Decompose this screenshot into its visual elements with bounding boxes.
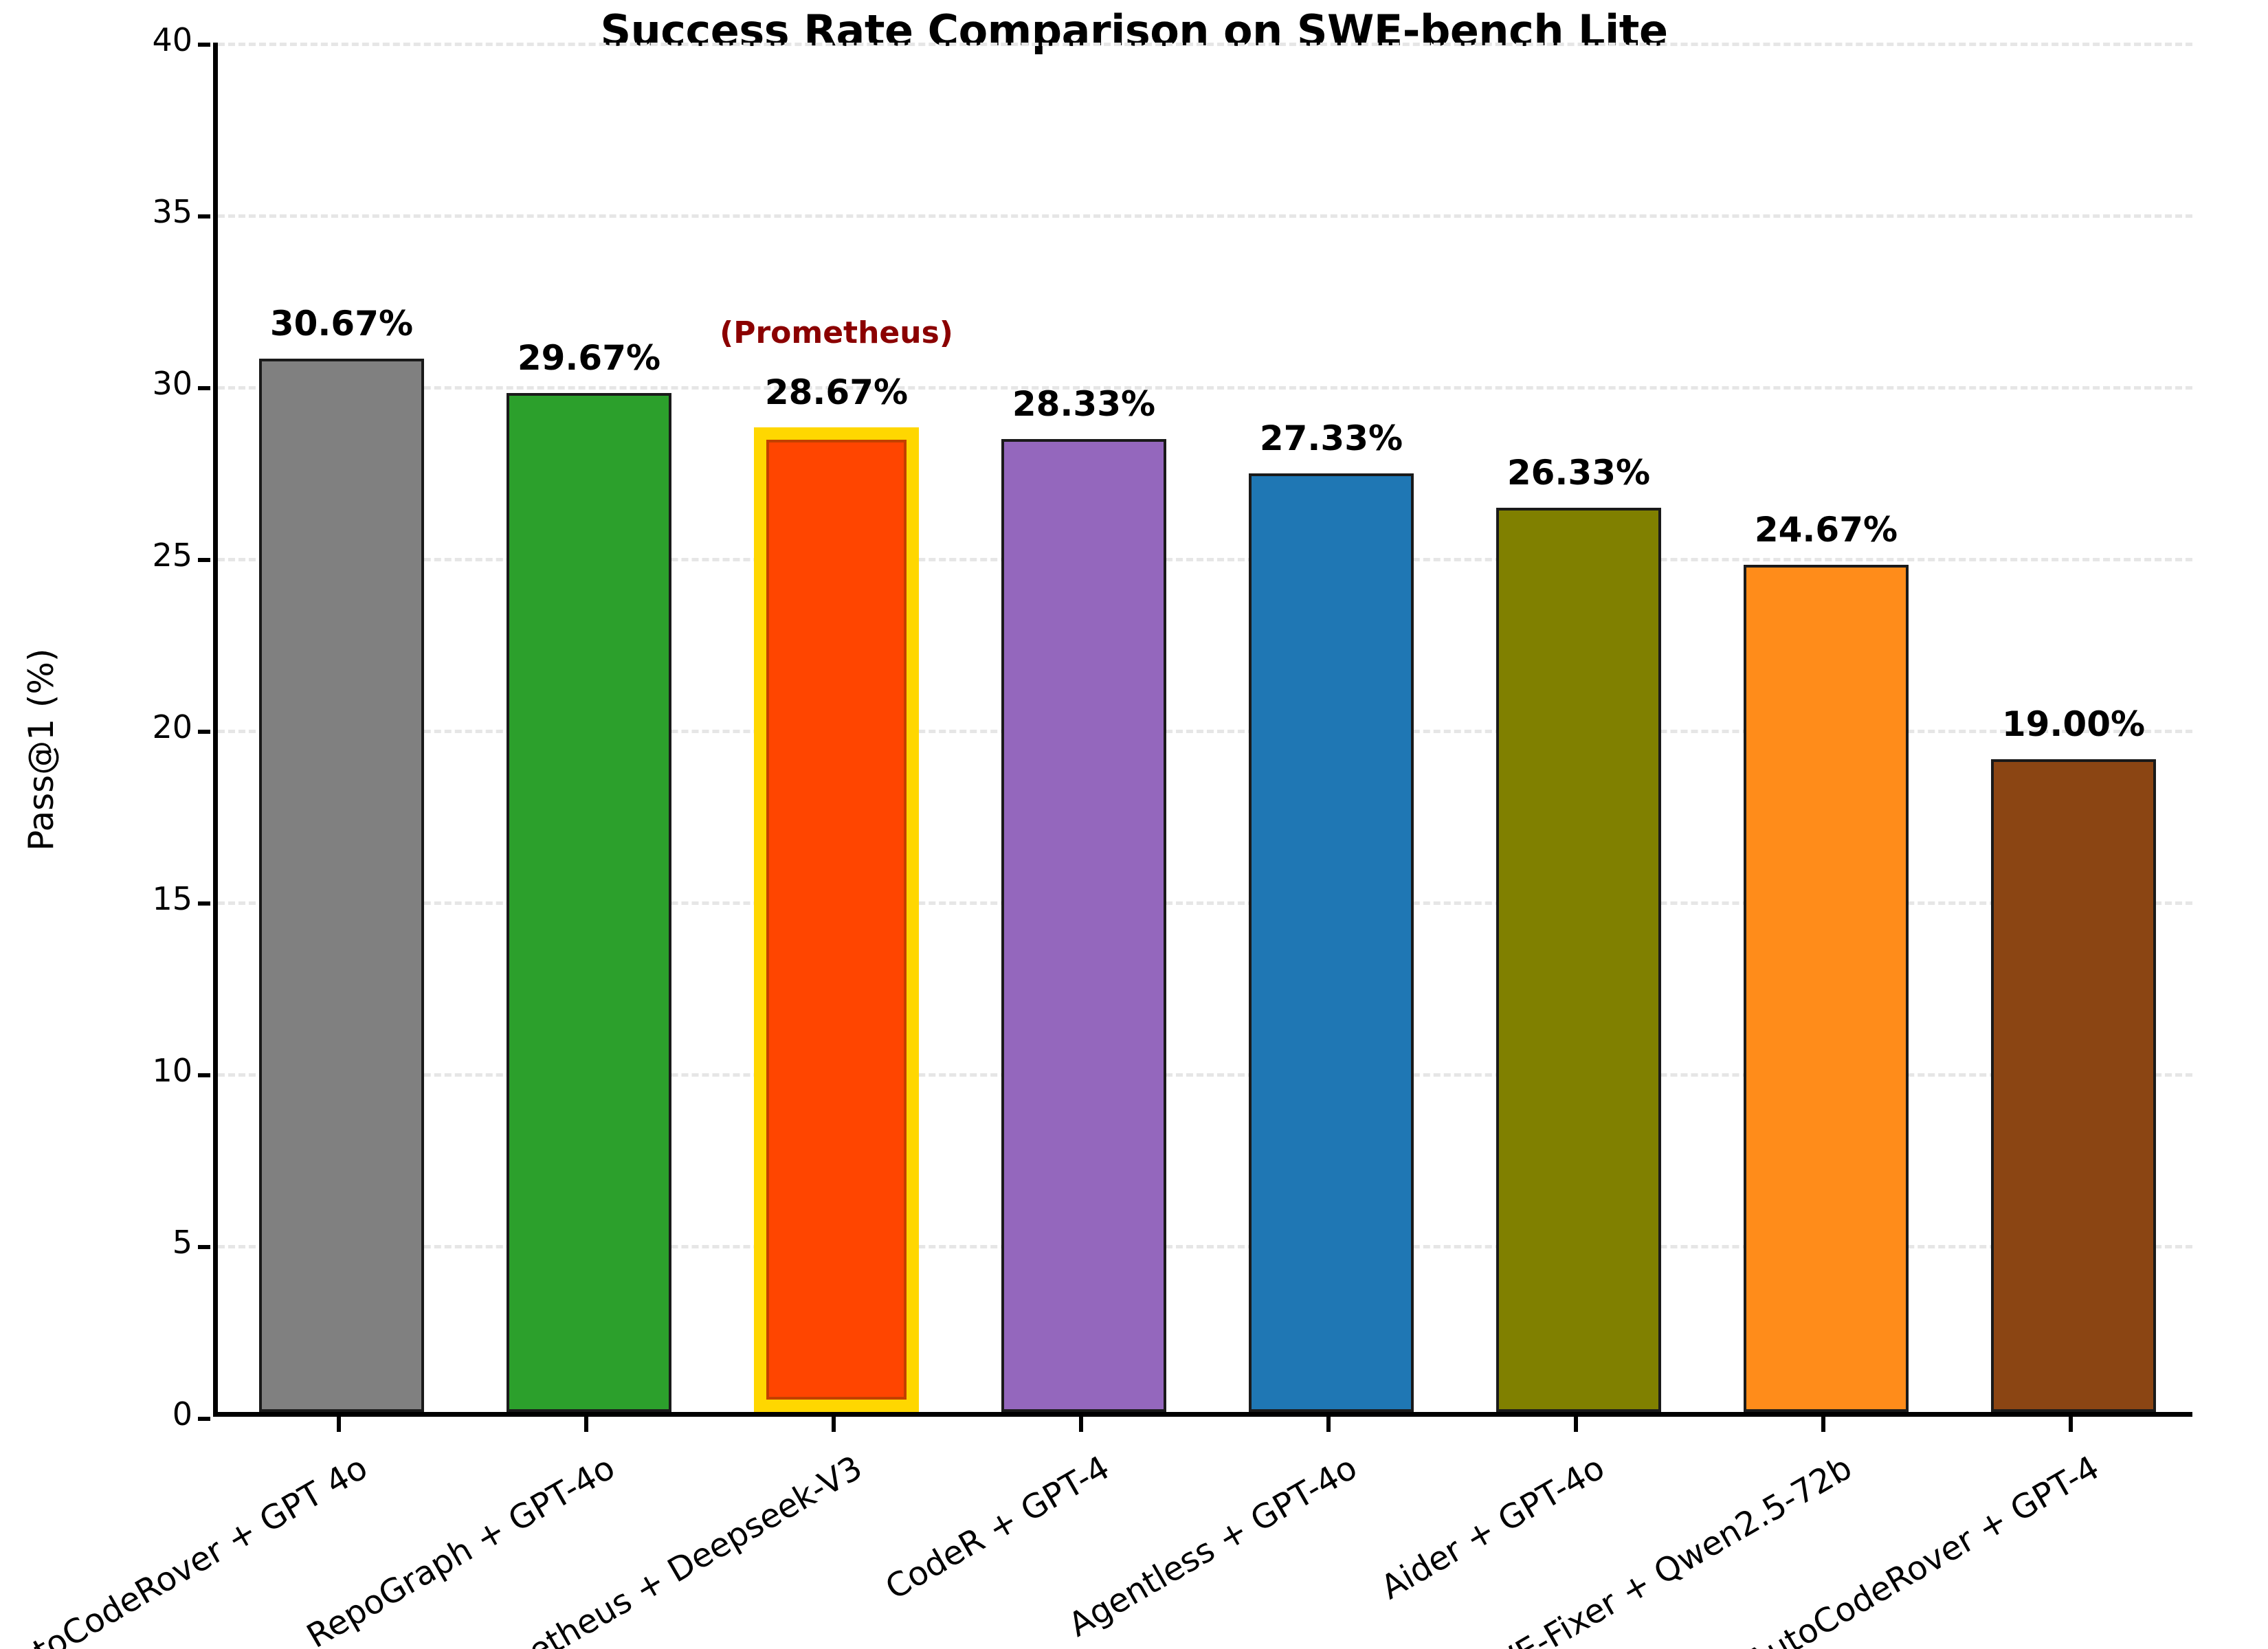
y-axis-label: Pass@1 (%) <box>21 648 61 851</box>
bar-value-label: 28.33% <box>1012 383 1156 424</box>
y-axis-tick-label: 35 <box>152 193 192 230</box>
bar[interactable] <box>754 427 919 1412</box>
bar-group[interactable]: 28.33% <box>1001 38 1166 1412</box>
bar-value-label: 26.33% <box>1507 452 1651 493</box>
bar-group[interactable]: 30.67% <box>259 38 424 1412</box>
y-axis-tick-label: 10 <box>152 1052 192 1089</box>
y-axis-tick-mark <box>198 730 210 734</box>
y-axis-tick-label: 30 <box>152 365 192 402</box>
bar[interactable] <box>1249 473 1414 1412</box>
y-axis-tick-mark <box>198 1417 210 1421</box>
y-axis-tick-mark <box>198 1245 210 1249</box>
gridline <box>218 1073 2192 1077</box>
plot-area: 30.67% 29.67% 28.67% (Prometheus) 28.33% 27.3… <box>213 43 2192 1417</box>
bar[interactable] <box>1001 438 1166 1412</box>
gridline <box>218 1245 2192 1248</box>
y-axis-tick-mark <box>198 901 210 906</box>
bar-value-label: 27.33% <box>1259 418 1403 458</box>
y-axis-tick-label: 15 <box>152 880 192 917</box>
gridline <box>218 214 2192 218</box>
bar-inner-edge <box>766 439 907 1400</box>
bar-group[interactable]: 28.67% (Prometheus) <box>720 38 953 1412</box>
gridline <box>218 43 2192 46</box>
highlight-annotation: (Prometheus) <box>720 315 953 350</box>
x-axis-tick-mark <box>584 1417 588 1432</box>
gridline <box>218 730 2192 733</box>
gridline <box>218 558 2192 561</box>
bar[interactable] <box>1496 507 1661 1412</box>
y-axis-tick-label: 5 <box>172 1224 192 1261</box>
x-axis-tick-mark <box>1574 1417 1578 1432</box>
page-title: Success Rate Comparison on SWE-bench Lit… <box>600 5 1669 56</box>
bar-group[interactable]: 29.67% <box>507 38 671 1412</box>
x-axis-tick-mark <box>337 1417 341 1432</box>
y-axis-tick-label: 0 <box>172 1395 192 1433</box>
x-axis-tick-mark <box>832 1417 836 1432</box>
x-axis-tick-mark <box>1821 1417 1825 1432</box>
bar-group[interactable]: 27.33% <box>1249 38 1414 1412</box>
y-axis-tick-label: 20 <box>152 708 192 745</box>
bar-value-label: 28.67% <box>764 372 909 412</box>
bar[interactable] <box>1744 564 1909 1412</box>
gridline <box>218 386 2192 390</box>
bar-value-label: 19.00% <box>2001 704 2146 744</box>
bar[interactable] <box>1991 759 2156 1412</box>
bar-group[interactable]: 24.67% <box>1744 38 1909 1412</box>
bar-value-label: 30.67% <box>269 303 414 344</box>
bar-group[interactable]: 19.00% <box>1991 38 2156 1412</box>
bar[interactable] <box>507 392 671 1412</box>
y-axis-tick-mark <box>198 214 210 218</box>
bar-group[interactable]: 26.33% <box>1496 38 1661 1412</box>
y-axis-tick-mark <box>198 558 210 562</box>
gridline <box>218 901 2192 905</box>
x-axis-tick-mark <box>1326 1417 1331 1432</box>
bar[interactable] <box>259 358 424 1412</box>
y-axis-tick-label: 40 <box>152 21 192 58</box>
bar-value-label: 29.67% <box>517 337 661 378</box>
y-axis-tick-label: 25 <box>152 537 192 574</box>
y-axis-tick-mark <box>198 386 210 390</box>
y-axis-tick-mark <box>198 1073 210 1077</box>
gridlines <box>218 43 2192 1412</box>
x-axis-tick-mark <box>2069 1417 2073 1432</box>
y-axis-tick-mark <box>198 43 210 47</box>
x-axis-tick-mark <box>1079 1417 1083 1432</box>
bars-layer: 30.67% 29.67% 28.67% (Prometheus) 28.33% 27.3… <box>218 43 2192 1412</box>
bar-value-label: 24.67% <box>1754 509 1898 550</box>
